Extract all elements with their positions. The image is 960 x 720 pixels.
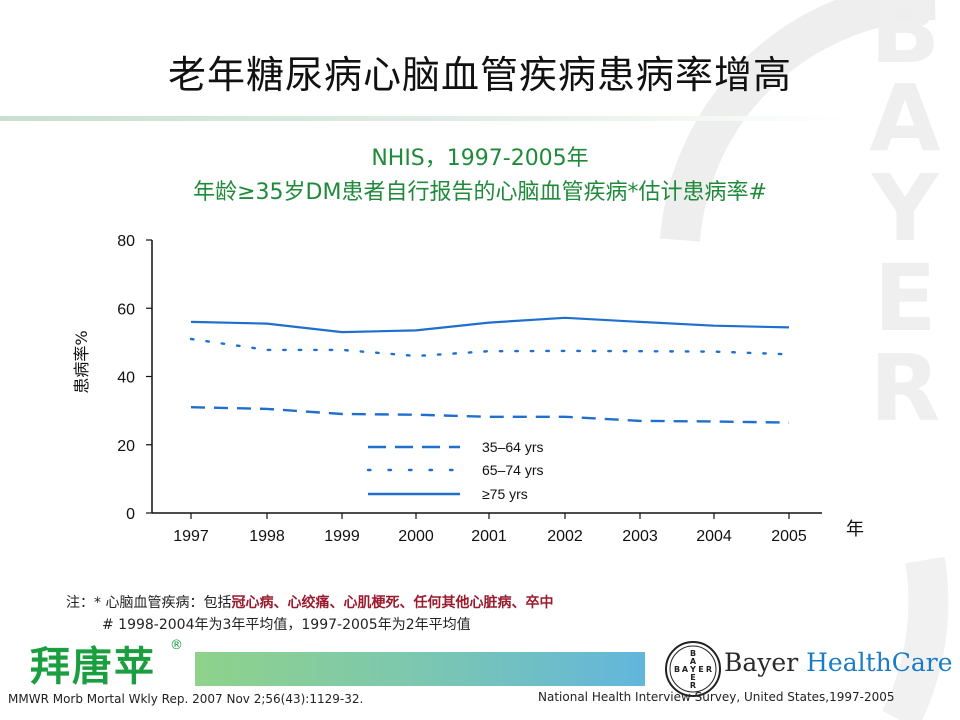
y-tick-label: 80 (117, 233, 135, 250)
legend-label: 65–74 yrs (482, 462, 543, 478)
watermark-letter: A (869, 65, 940, 172)
y-tick-label: 20 (117, 438, 135, 455)
footnote-highlight: 冠心病、心绞痛、心肌梗死、任何其他心脏病、卒中 (231, 595, 554, 611)
cross-letter-horizontal: R (706, 665, 712, 674)
series-line-dashed (190, 406, 790, 424)
x-axis-unit-label: 年 (846, 519, 864, 540)
footnote-average: # 1998-2004年为3年平均值，1997-2005年为2年平均值 (102, 617, 471, 633)
footnote-prefix: 注：* 心脑血管疾病：包括 (66, 595, 232, 611)
reference-citation: MMWR Morb Mortal Wkly Rep. 2007 Nov 2;56… (8, 692, 364, 706)
watermark-letter: E (874, 245, 937, 352)
x-tick-label: 1998 (249, 528, 285, 545)
legend-label: 35–64 yrs (482, 439, 543, 455)
x-tick-label: 1999 (324, 528, 360, 545)
title-underline (0, 116, 850, 121)
x-tick-label: 2004 (696, 528, 732, 545)
subtitle-source: NHIS，1997-2005年 (371, 146, 589, 171)
y-tick-label: 0 (126, 506, 135, 523)
bayer-healthcare-wordmark: Bayer HealthCare (724, 648, 953, 677)
series-line-solid (190, 316, 790, 334)
watermark-letter: Y (871, 155, 940, 262)
x-tick-label: 1997 (173, 528, 209, 545)
y-tick-label: 60 (117, 301, 135, 318)
y-tick-label: 40 (117, 370, 135, 387)
cross-letter-vertical: R (690, 681, 696, 690)
slide-title: 老年糖尿病心脑血管疾病患病率增高 (167, 53, 792, 97)
subtitle-description: 年龄≥35岁DM患者自行报告的心脑血管疾病*估计患病率# (193, 180, 767, 205)
cross-letter-vertical: B (690, 649, 696, 658)
x-tick-label: 2005 (771, 528, 807, 545)
gradient-banner (195, 652, 645, 686)
wordmark-healthcare: HealthCare (806, 648, 953, 677)
cross-letter-vertical: E (690, 673, 695, 682)
watermark-letter: B (870, 0, 940, 84)
cross-letter-horizontal: Y (689, 665, 696, 674)
cross-letter-horizontal: B (674, 665, 680, 674)
cross-letter-horizontal: A (682, 665, 689, 674)
x-tick-label: 2000 (398, 528, 434, 545)
cross-letter-horizontal: E (698, 665, 703, 674)
series-line-dotted (189, 337, 791, 358)
x-tick-label: 2003 (622, 528, 658, 545)
legend-label: ≥75 yrs (482, 486, 528, 502)
brand-registered-mark: ® (170, 638, 183, 653)
wordmark-bayer: Bayer (724, 648, 799, 677)
watermark-letter: R (870, 335, 941, 442)
y-axis-label: 患病率% (72, 330, 91, 394)
reference-source: National Health Interview Survey, United… (538, 690, 895, 704)
brand-logo-chinese: 拜唐苹 (30, 644, 156, 690)
x-tick-label: 2001 (471, 528, 507, 545)
cross-letter-vertical: A (690, 657, 697, 666)
x-tick-label: 2002 (547, 528, 583, 545)
footnote-definition: 注：* 心脑血管疾病：包括冠心病、心绞痛、心肌梗死、任何其他心脏病、卒中 (66, 592, 553, 612)
